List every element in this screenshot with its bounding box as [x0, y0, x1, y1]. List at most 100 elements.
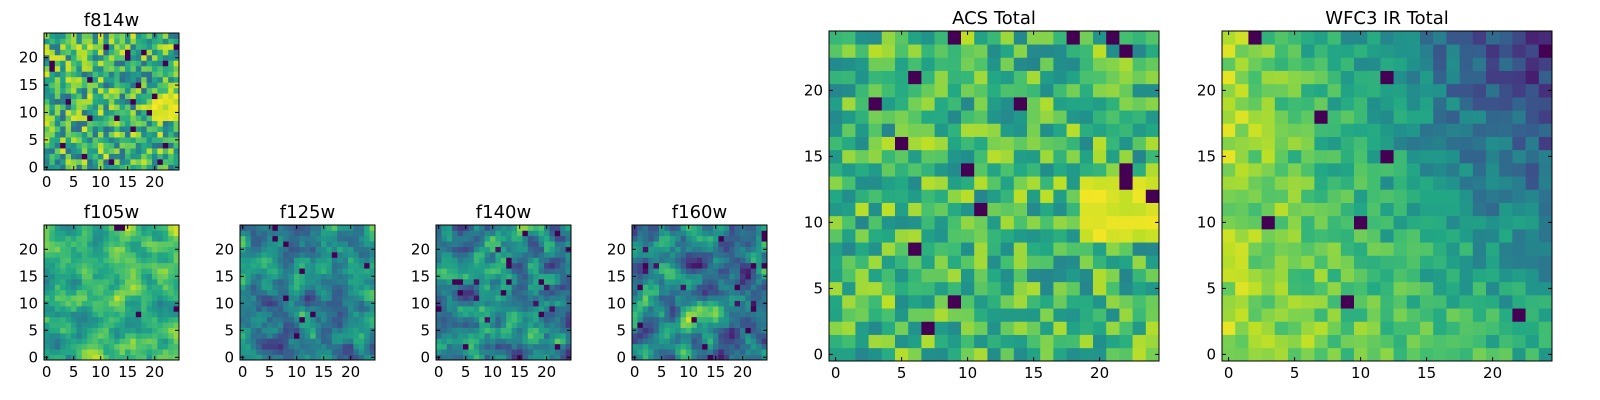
heatmap-cell: [961, 242, 975, 256]
heatmap-cell: [342, 322, 349, 328]
heatmap-cell: [653, 279, 660, 285]
heatmap-cell: [506, 252, 512, 258]
heatmap-cell: [707, 273, 714, 280]
heatmap-cell: [114, 87, 120, 94]
heatmap-cell: [842, 176, 856, 190]
heatmap-cell: [331, 354, 338, 361]
heatmap-cell: [81, 142, 88, 149]
heatmap-cell: [1093, 229, 1107, 243]
heatmap-cell: [632, 252, 638, 258]
heatmap-cell: [130, 354, 137, 361]
heatmap-cell: [1248, 215, 1262, 230]
heatmap-cell: [436, 338, 442, 345]
heatmap-cell: [119, 279, 126, 285]
heatmap-cell: [517, 257, 523, 264]
heatmap-cell: [152, 98, 158, 105]
heatmap-cell: [315, 235, 322, 242]
heatmap-cell: [135, 164, 142, 171]
heatmap-cell: [245, 295, 252, 301]
heatmap-cell: [315, 252, 322, 258]
heatmap-cell: [245, 289, 252, 296]
heatmap-cell: [87, 289, 93, 296]
heatmap-cell: [60, 257, 66, 264]
heatmap-cell: [1274, 44, 1289, 58]
heatmap-cell: [125, 137, 131, 143]
heatmap-cell: [125, 235, 131, 242]
heatmap-cell: [299, 306, 306, 312]
heatmap-cell: [1446, 295, 1460, 309]
heatmap-cell: [895, 70, 909, 85]
heatmap-cell: [81, 159, 88, 165]
heatmap-cell: [1525, 347, 1540, 362]
heatmap-cell: [146, 343, 153, 350]
heatmap-cell: [103, 54, 110, 61]
heatmap-cell: [272, 322, 279, 328]
heatmap-cell: [103, 43, 110, 50]
heatmap-cell: [947, 268, 962, 283]
heatmap-cell: [141, 284, 147, 291]
heatmap-cell: [756, 300, 762, 307]
heatmap-cell: [1235, 229, 1249, 243]
heatmap-cell: [348, 316, 354, 323]
heatmap-cell: [987, 308, 1001, 322]
heatmap-cell: [702, 316, 708, 323]
heatmap-cell: [1288, 242, 1302, 256]
heatmap-cell: [713, 246, 719, 253]
heatmap-cell: [560, 284, 566, 291]
heatmap-cell: [829, 163, 843, 177]
heatmap-cell: [538, 300, 545, 307]
heatmap-cell: [146, 115, 153, 122]
heatmap-cell: [49, 262, 56, 269]
heatmap-cell: [745, 268, 752, 274]
heatmap-cell: [98, 54, 104, 61]
heatmap-cell: [729, 343, 735, 350]
heatmap-cell: [315, 262, 322, 269]
heatmap-cell: [560, 230, 566, 237]
heatmap-cell: [648, 273, 654, 280]
heatmap-cell: [729, 273, 735, 280]
heatmap-cell: [119, 43, 126, 50]
heatmap-cell: [1301, 31, 1315, 45]
heatmap-cell: [1538, 44, 1553, 58]
heatmap-cell: [130, 257, 137, 264]
heatmap-cell: [696, 241, 703, 247]
heatmap-cell: [868, 83, 883, 98]
heatmap-cell: [506, 246, 512, 253]
heatmap-cell: [92, 349, 99, 355]
heatmap-cell: [1393, 202, 1408, 217]
plot-frame: [435, 224, 572, 361]
heatmap-cell: [168, 268, 174, 274]
heatmap-cell: [691, 284, 698, 291]
heatmap-cell: [44, 262, 50, 269]
heatmap-cell: [146, 71, 153, 78]
heatmap-cell: [908, 215, 922, 230]
heatmap-cell: [108, 82, 115, 89]
heatmap-cell: [272, 306, 279, 312]
heatmap-cell: [157, 120, 164, 127]
heatmap-cell: [1538, 123, 1553, 137]
heatmap-cell: [114, 109, 120, 116]
heatmap-cell: [146, 65, 153, 72]
x-tick-label: 10: [1351, 364, 1370, 382]
heatmap-cell: [87, 109, 93, 116]
heatmap-cell: [250, 338, 257, 345]
heatmap-cell: [538, 333, 545, 339]
heatmap-cell: [934, 70, 949, 85]
heatmap-cell: [315, 306, 322, 312]
heatmap-cell: [87, 71, 93, 78]
heatmap-cell: [119, 109, 126, 116]
heatmap-cell: [173, 284, 180, 291]
heatmap-cell: [162, 268, 169, 274]
heatmap-cell: [1000, 281, 1015, 296]
heatmap-cell: [168, 284, 174, 291]
heatmap-cell: [152, 65, 158, 72]
heatmap-cell: [855, 97, 869, 111]
heatmap-cell: [108, 349, 115, 355]
heatmap-cell: [76, 142, 83, 149]
heatmap-cell: [114, 327, 120, 334]
heatmap-cell: [256, 268, 262, 274]
heatmap-cell: [517, 284, 523, 291]
heatmap-cell: [135, 109, 142, 116]
heatmap-cell: [1314, 97, 1328, 111]
heatmap-cell: [1446, 110, 1460, 124]
